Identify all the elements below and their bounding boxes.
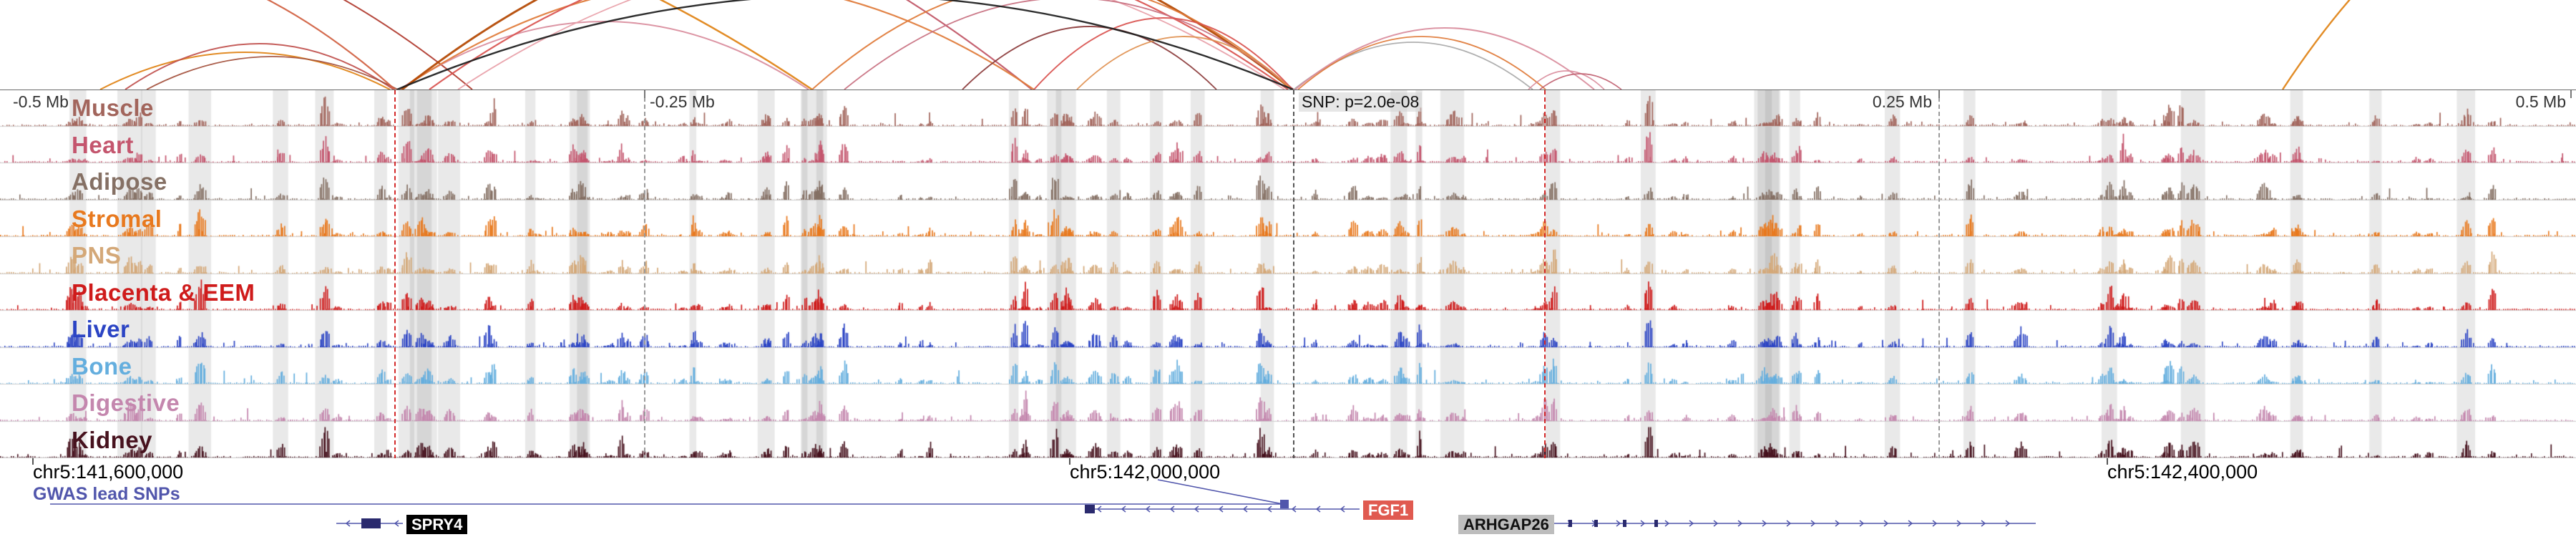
track-label-bone[interactable]: Bone (72, 352, 132, 379)
interaction-arc-17 (396, 0, 1294, 90)
interaction-arc-19 (1294, 27, 1595, 90)
track-label-pns[interactable]: PNS (72, 242, 122, 268)
track-label-digestive[interactable]: Digestive (72, 390, 180, 416)
snp-pvalue-label: SNP: p=2.0e-08 (1299, 92, 1423, 112)
interaction-arc-6 (343, 0, 473, 90)
interaction-arc-4 (659, 0, 813, 90)
interaction-arc-23 (2281, 0, 2351, 90)
interaction-arc-14 (962, 26, 1217, 90)
gene-exon-fgf1 (1085, 505, 1095, 513)
interaction-arc-13 (844, 0, 1294, 90)
interaction-arc-9 (401, 0, 1293, 90)
interaction-arc-3 (266, 0, 396, 90)
track-label-kidney[interactable]: Kidney (72, 426, 153, 453)
track-label-stromal[interactable]: Stromal (72, 205, 162, 232)
gene-label-fgf1[interactable]: FGF1 (1363, 500, 1414, 521)
axis-label-0-25-mb: 0.25 Mb (1872, 92, 1932, 111)
gene-exon-arhgap26 (1623, 520, 1626, 527)
signal-tracks-canvas (0, 90, 2576, 459)
interaction-arc-0 (99, 52, 391, 90)
gene-annotation-area: chr5:141,600,000 chr5:142,000,000 chr5:142… (0, 458, 2576, 537)
interaction-arc-10 (429, 0, 1289, 90)
interaction-arc-2 (146, 56, 399, 90)
axis-label-0-5-mb: 0.5 Mb (2515, 92, 2566, 111)
track-label-adipose[interactable]: Adipose (72, 168, 167, 195)
track-label-placenta-eem[interactable]: Placenta & EEM (72, 279, 255, 306)
axis-label-0-25-mb: -0.25 Mb (650, 92, 715, 111)
gene-exon-arhgap26 (1654, 520, 1658, 527)
gene-exon-arhgap26 (1568, 520, 1572, 527)
interaction-arc-8 (400, 0, 1035, 90)
gene-label-spry4[interactable]: SPRY4 (406, 515, 468, 535)
track-label-liver[interactable]: Liver (72, 316, 130, 342)
gene-structures (32, 458, 2108, 528)
track-label-muscle[interactable]: Muscle (72, 95, 154, 121)
gene-exon-spry4 (361, 518, 381, 528)
coordinate-label: chr5:142,000,000 (1070, 461, 1221, 483)
interaction-arc-7 (399, 21, 809, 90)
axis-tick (2570, 90, 2572, 98)
lead-snp-marker[interactable] (1280, 500, 1289, 508)
track-label-heart[interactable]: Heart (72, 131, 134, 158)
interaction-arc-21 (1528, 70, 1605, 90)
interaction-arc-20 (1297, 36, 1546, 90)
interaction-arc-22 (1539, 73, 1622, 90)
axis-tick (1938, 90, 1940, 98)
gene-label-arhgap26[interactable]: ARHGAP26 (1458, 515, 1554, 535)
interaction-arc-16 (1076, 36, 1292, 90)
gene-exon-arhgap26 (1594, 520, 1598, 527)
interaction-arc-5 (905, 0, 1033, 90)
axis-label-0-5-mb: -0.5 Mb (13, 92, 69, 111)
interaction-arc-12 (811, 0, 1292, 90)
coordinate-label: chr5:141,600,000 (33, 461, 184, 483)
interaction-arcs (99, 0, 2351, 90)
axis-tick (644, 90, 645, 98)
coordinate-label: chr5:142,400,000 (2107, 461, 2258, 483)
interaction-arc-track (0, 0, 2576, 90)
gwas-lead-snps-track-label[interactable]: GWAS lead SNPs (33, 484, 180, 504)
interaction-arc-15 (1033, 17, 1293, 90)
interaction-arc-1 (125, 43, 394, 90)
interaction-arc-11 (457, 0, 1285, 90)
signal-track-area: -0.5 Mb -0.25 Mb 0.25 Mb 0.5 Mb SNP: p=2.0e… (0, 90, 2576, 460)
